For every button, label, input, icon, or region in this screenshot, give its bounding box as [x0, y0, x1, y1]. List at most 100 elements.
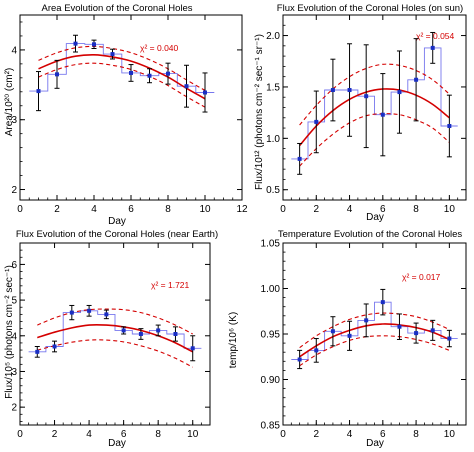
data-point	[314, 119, 319, 124]
data-point	[397, 90, 402, 95]
data-point	[110, 52, 115, 57]
plot-frame	[19, 14, 243, 201]
data-point	[430, 328, 435, 333]
panel-title: Flux Evolution of the Coronal Holes (on …	[277, 3, 463, 14]
y-tick-label: 0.5	[266, 185, 280, 196]
data-point	[35, 349, 40, 354]
x-tick-label: 10	[444, 429, 456, 440]
data-point	[397, 324, 402, 329]
data-point	[104, 312, 109, 317]
data-point	[92, 42, 96, 47]
panel-title: Flux Evolution of the Coronal Holes (nea…	[16, 229, 218, 240]
data-point	[414, 77, 419, 82]
fit-lower-bound	[37, 339, 193, 368]
y-tick-label: 2	[11, 185, 17, 196]
data-point	[414, 331, 419, 336]
y-axis-label: Flux/10¹² (photons cm⁻² sec⁻¹ sr⁻¹)	[254, 34, 265, 190]
y-tick-label: 1.00	[261, 284, 281, 295]
data-point	[184, 84, 189, 89]
y-tick-label: 0.95	[261, 330, 281, 341]
chi-square-annotation: χ² = 1.721	[151, 280, 190, 290]
x-axis-label: Day	[366, 212, 384, 223]
panel-area: Area Evolution of the Coronal Holes Day …	[4, 3, 248, 227]
panel-temperature: Temperature Evolution of the Coronal Hol…	[228, 229, 467, 449]
fit-curve	[298, 88, 450, 147]
fit-upper-bound	[37, 308, 193, 335]
chi-square-annotation: χ² = 0.040	[140, 43, 179, 53]
data-point	[297, 156, 302, 161]
data-point	[314, 348, 319, 353]
chi-square-annotation: χ² = 0.017	[402, 272, 441, 282]
data-point	[380, 112, 385, 117]
y-tick-label: 1.0	[266, 134, 280, 145]
y-tick-label: 2.0	[266, 31, 280, 42]
binned-step-line	[29, 43, 215, 93]
y-tick-label: 2	[11, 403, 17, 414]
x-tick-label: 10	[199, 204, 211, 215]
data-point	[190, 346, 195, 351]
x-tick-label: 8	[413, 429, 419, 440]
data-point	[69, 310, 74, 315]
data-point	[364, 94, 369, 99]
data-point	[156, 328, 161, 333]
panel-title: Area Evolution of the Coronal Holes	[41, 3, 192, 14]
y-tick-label: 4	[11, 331, 17, 342]
data-point	[36, 89, 41, 94]
x-tick-label: 6	[121, 429, 127, 440]
fit-upper-bound	[299, 312, 450, 349]
data-point	[430, 45, 435, 50]
x-tick-label: 2	[313, 204, 319, 215]
x-tick-label: 0	[17, 429, 23, 440]
data-point	[364, 318, 369, 323]
fit-lower-bound	[299, 113, 450, 167]
data-point	[166, 71, 170, 76]
data-point	[330, 88, 335, 93]
x-tick-label: 2	[313, 429, 319, 440]
x-tick-label: 0	[17, 204, 23, 215]
x-tick-label: 10	[187, 429, 199, 440]
x-tick-label: 4	[86, 429, 92, 440]
x-tick-label: 6	[380, 204, 386, 215]
data-point	[52, 344, 57, 349]
fit-lower-bound	[38, 62, 206, 108]
y-tick-label: 4	[11, 45, 17, 56]
data-point	[129, 70, 133, 75]
binned-step-line	[28, 310, 202, 353]
fit-curve	[299, 323, 450, 358]
data-point	[447, 336, 452, 341]
x-tick-label: 6	[380, 429, 386, 440]
x-tick-label: 2	[52, 429, 58, 440]
x-tick-label: 0	[280, 204, 286, 215]
chi-square-annotation: χ² = 0.054	[416, 31, 455, 41]
y-tick-label: 5	[11, 296, 17, 307]
x-axis-label: Day	[366, 438, 384, 449]
fit-upper-bound	[299, 63, 450, 126]
fit-curve	[37, 324, 194, 353]
x-tick-label: 4	[347, 429, 353, 440]
data-point	[347, 88, 352, 93]
data-point	[330, 329, 335, 334]
y-tick-label: 3	[11, 115, 17, 126]
x-tick-label: 8	[413, 204, 419, 215]
x-axis-label: Day	[108, 216, 126, 227]
fit-upper-bound	[38, 45, 206, 91]
y-axis-label: temp/10⁶ (K)	[228, 312, 239, 368]
data-point	[73, 41, 78, 46]
fit-curve	[38, 53, 206, 100]
data-point	[147, 73, 152, 78]
x-tick-label: 0	[280, 429, 286, 440]
y-tick-label: 1.05	[261, 239, 281, 250]
data-point	[173, 332, 178, 336]
y-tick-label: 0.90	[261, 375, 281, 386]
data-point	[87, 308, 92, 313]
x-axis-label: Day	[108, 438, 126, 449]
data-point	[138, 332, 143, 336]
data-point	[347, 333, 352, 338]
x-tick-label: 6	[128, 204, 134, 215]
x-tick-label: 2	[54, 204, 60, 215]
x-tick-label: 12	[236, 204, 248, 215]
y-tick-label: 3	[11, 367, 17, 378]
data-point	[380, 300, 385, 305]
panel-flux-on-sun: Flux Evolution of the Coronal Holes (on …	[254, 3, 467, 223]
